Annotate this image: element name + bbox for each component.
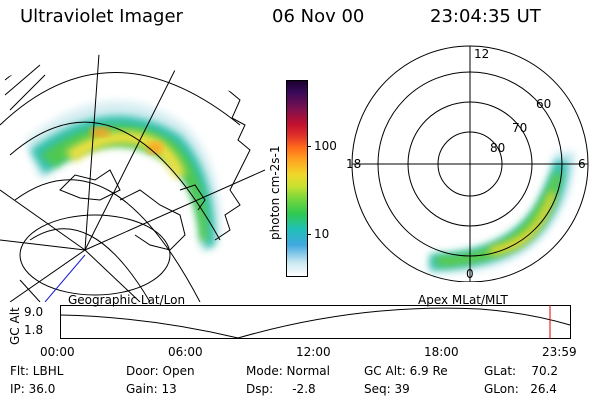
coastline	[59, 169, 121, 201]
latitude-line	[14, 179, 201, 302]
x-tick: 23:59	[542, 345, 577, 359]
colorbar-tick: 100	[314, 139, 337, 153]
colorbar-tick-mark	[307, 234, 311, 235]
y-tick: 1.8	[24, 323, 44, 337]
latitude-line	[9, 121, 221, 241]
longitude-line	[0, 189, 86, 251]
lat-label-70: 70	[512, 121, 527, 135]
ip-value: IP: 36.0	[10, 382, 56, 396]
filter-value: Flt: LBHL	[10, 364, 64, 378]
latitude-circle	[19, 214, 171, 296]
time-label: 23:04:35 UT	[430, 6, 541, 27]
gc-alt-axis-title: GC Alt	[8, 307, 22, 345]
mode-value: Mode: Normal	[246, 364, 330, 378]
gc-alt-timeline	[60, 305, 571, 339]
mlt-label-0: 0	[466, 267, 474, 281]
longitude-line	[9, 249, 86, 302]
aurora-hotspot	[147, 142, 163, 154]
colorbar-unit-label: photon cm-2s-1	[268, 145, 282, 241]
apex-label: Apex MLat/MLT	[418, 293, 508, 307]
x-tick: 00:00	[40, 345, 75, 359]
coastline	[4, 59, 46, 111]
longitude-line	[84, 50, 101, 251]
colorbar-tick: 10	[314, 227, 330, 241]
polar-aurora-yellow	[490, 192, 556, 255]
dsp-value: Dsp: -2.8	[246, 382, 316, 396]
longitude-line	[0, 239, 86, 251]
door-value: Door: Open	[126, 364, 195, 378]
x-tick: 12:00	[296, 345, 331, 359]
x-tick: 06:00	[168, 345, 203, 359]
longitude-line	[84, 249, 141, 302]
instrument-title: Ultraviolet Imager	[20, 6, 183, 27]
y-tick: 9.0	[24, 305, 44, 319]
geographic-label: Geographic Lat/Lon	[68, 293, 186, 307]
glon-value: GLon: 26.4	[484, 382, 557, 396]
seq-value: Seq: 39	[364, 382, 410, 396]
altitude-curve	[60, 307, 571, 339]
mlt-label-12: 12	[474, 47, 489, 61]
date-label: 06 Nov 00	[272, 6, 365, 27]
terminator-line	[44, 254, 86, 302]
mlt-label-6: 6	[578, 157, 586, 171]
polar-mlt-plot: 12 18 6 0 60 70 80	[346, 45, 589, 282]
mlt-label-18: 18	[346, 157, 361, 171]
coastline	[214, 59, 251, 241]
glat-value: GLat: 70.2	[484, 364, 559, 378]
gc-alt-value: GC Alt: 6.9 Re	[364, 364, 448, 378]
geographic-aurora-image	[0, 50, 265, 302]
coastline	[119, 189, 186, 251]
colorbar	[286, 80, 308, 277]
coastline	[179, 184, 206, 211]
longitude-line	[84, 59, 181, 251]
x-tick: 18:00	[424, 345, 459, 359]
timeline-frame	[60, 305, 571, 339]
colorbar-tick-mark	[307, 146, 311, 147]
latitude-line	[0, 72, 241, 126]
coastline	[19, 279, 41, 302]
lat-label-80: 80	[490, 141, 505, 155]
latitude-line	[29, 228, 151, 302]
longitude-line	[84, 169, 265, 251]
aurora-hotspot	[90, 127, 110, 137]
gain-value: Gain: 13	[126, 382, 177, 396]
lat-label-60: 60	[536, 97, 551, 111]
